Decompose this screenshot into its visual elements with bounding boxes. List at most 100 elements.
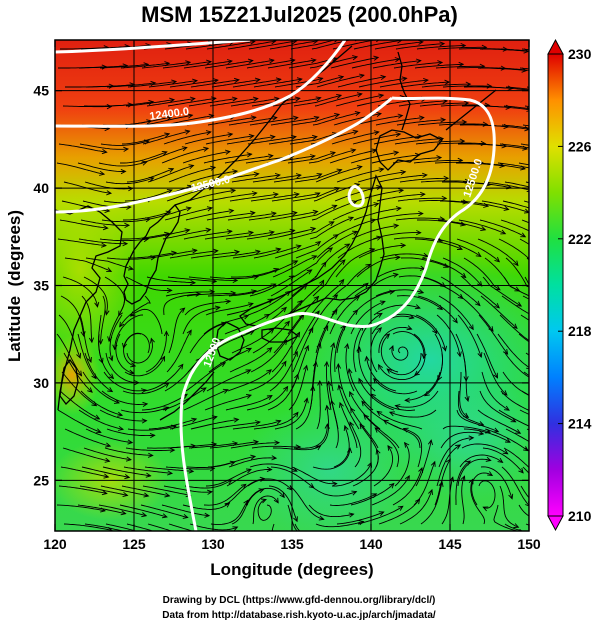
streamline-arrowhead — [294, 373, 299, 380]
streamline-arrowhead — [319, 279, 325, 286]
streamline-arrowhead — [149, 432, 156, 439]
streamline-arrowhead — [461, 119, 468, 125]
streamline-arrowhead — [318, 515, 325, 521]
streamline-arrowhead — [141, 160, 148, 166]
streamline — [165, 115, 214, 126]
streamline-arrowhead — [523, 446, 529, 452]
streamline — [79, 143, 129, 150]
streamline — [80, 390, 123, 416]
streamline — [162, 229, 211, 240]
streamline-arrowhead — [376, 40, 380, 43]
streamline-arrowhead — [541, 168, 546, 172]
streamline — [477, 409, 521, 434]
streamline-arrowhead — [142, 401, 149, 407]
streamline-arrowhead — [311, 537, 316, 541]
streamline-arrowhead — [375, 448, 381, 455]
streamline-arrowhead — [417, 40, 424, 45]
streamline — [484, 428, 529, 452]
streamline — [183, 230, 232, 240]
streamline-arrowhead — [493, 372, 498, 379]
streamline-arrowhead — [266, 369, 272, 375]
streamline — [225, 231, 274, 240]
lon-tick-label: 135 — [280, 536, 304, 552]
streamline — [224, 314, 270, 335]
streamline — [56, 333, 82, 376]
streamline — [518, 504, 529, 517]
streamline — [227, 212, 276, 221]
streamline-arrowhead — [246, 152, 253, 158]
streamline — [147, 164, 194, 183]
streamline — [81, 466, 130, 478]
streamline — [498, 409, 529, 427]
streamline — [461, 476, 465, 525]
lon-tick-label: 120 — [43, 536, 67, 552]
streamline — [127, 425, 177, 431]
streamline — [373, 378, 418, 395]
streamline — [185, 362, 226, 392]
lat-tick-label: 25 — [33, 472, 49, 488]
streamline — [59, 219, 108, 229]
streamline — [228, 457, 277, 468]
streamline-arrowhead — [386, 368, 393, 374]
streamline — [83, 447, 131, 461]
streamline — [121, 133, 170, 145]
streamline — [183, 60, 232, 69]
contour-line-12400-north — [55, 40, 251, 54]
streamline — [164, 207, 212, 221]
streamline-arrowhead — [297, 299, 303, 306]
streamline-arrowhead — [418, 467, 424, 474]
streamline — [441, 477, 454, 525]
streamline — [502, 371, 529, 396]
streamline-arrowhead — [195, 291, 202, 297]
streamline — [378, 326, 412, 354]
streamline — [437, 46, 487, 50]
streamline-arrowhead — [347, 367, 353, 375]
streamline — [207, 455, 256, 468]
streamline — [436, 314, 461, 357]
streamline-arrowhead — [191, 417, 198, 423]
streamline-arrowhead — [251, 191, 258, 197]
streamline-arrowhead — [210, 165, 217, 171]
streamline — [504, 352, 529, 378]
streamline-arrowhead — [376, 312, 383, 318]
streamline-arrowhead — [352, 55, 359, 61]
streamline-arrowhead — [95, 428, 102, 434]
streamline — [397, 197, 447, 202]
streamline — [315, 521, 364, 528]
streamline — [230, 442, 279, 449]
wind-streamlines — [56, 40, 546, 541]
streamline-arrowhead — [443, 175, 450, 181]
streamline — [106, 428, 155, 437]
streamline — [166, 186, 214, 202]
streamline — [499, 314, 529, 342]
streamline-arrowhead — [270, 211, 277, 217]
streamline-arrowhead — [292, 40, 298, 45]
streamline-arrowhead — [393, 223, 400, 229]
streamline-arrowhead — [440, 117, 447, 123]
streamline — [380, 333, 399, 373]
streamline-arrowhead — [187, 113, 194, 119]
streamline-arrowhead — [182, 513, 189, 519]
streamline-arrowhead — [378, 511, 385, 517]
streamline — [84, 523, 125, 531]
streamline — [229, 193, 278, 202]
streamline — [274, 77, 323, 88]
streamline — [477, 238, 519, 266]
streamline-arrowhead — [140, 388, 147, 394]
streamline-arrowhead — [326, 380, 332, 387]
streamline-arrowhead — [443, 263, 450, 268]
streamline-arrowhead — [513, 523, 520, 528]
streamline — [268, 485, 298, 522]
streamline-arrowhead — [401, 76, 408, 82]
streamline — [435, 65, 485, 69]
streamline-arrowhead — [460, 221, 467, 227]
streamline — [77, 333, 97, 379]
streamline — [148, 249, 197, 259]
streamline-arrowhead — [358, 377, 364, 384]
streamline-arrowhead — [260, 498, 267, 504]
streamline — [497, 162, 529, 169]
streamline — [228, 283, 276, 297]
longitude-tick-labels: 120 125 130 135 140 145 150 — [43, 536, 541, 552]
streamline — [312, 448, 351, 470]
streamline — [393, 237, 443, 242]
